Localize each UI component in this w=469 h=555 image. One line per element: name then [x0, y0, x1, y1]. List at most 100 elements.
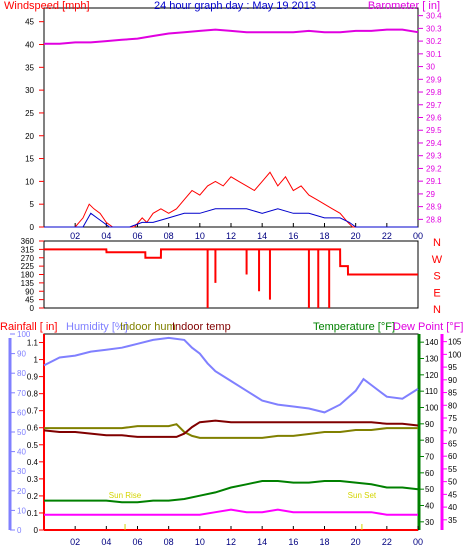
x-axis-ticks: 02 04 06 08 10 12 14 16 18 20 22 00 [70, 223, 423, 241]
dewpoint-tick-label: 40 [448, 503, 457, 512]
x-tick-label: 22 [382, 231, 392, 241]
barometer-axis-label: Barometer [ in] [368, 0, 440, 12]
dewpoint-tick-label: 85 [448, 389, 457, 398]
degree-tick-label: 270 [21, 254, 35, 263]
windspeed-tick-label: 5 [30, 200, 35, 209]
temperature-tick-label: 50 [425, 485, 434, 494]
x-tick-label: 06 [132, 537, 142, 547]
rainfall-tick-label: 1 [34, 356, 39, 365]
degree-tick-label: 135 [21, 279, 35, 288]
degree-tick-label: 315 [21, 245, 35, 254]
indoor-temperature-series [43, 419, 419, 438]
barometer-tick-label: 30.1 [426, 50, 442, 59]
dewpoint-tick-label: 90 [448, 376, 457, 385]
temperature-label: Temperature [°F] [313, 321, 395, 333]
dewpoint-tick-label: 70 [448, 427, 457, 436]
compass-label: N [433, 237, 441, 249]
rainfall-tick-label: 0 [34, 526, 39, 535]
x-tick-label: 14 [257, 537, 267, 547]
sun-annotations: Sun Rise Sun Set [109, 491, 377, 530]
temperature-tick-label: 100 [425, 404, 439, 413]
x-tick-label: 04 [101, 537, 111, 547]
x-tick-label: 08 [164, 537, 174, 547]
rainfall-tick-label: 0.8 [27, 390, 39, 399]
x-tick-label: 08 [164, 231, 174, 241]
wind-direction-series [44, 248, 418, 276]
humidity-axis-ticks: 0 10 20 30 40 50 60 70 80 90 100 [8, 330, 31, 535]
humidity-tick-label: 50 [17, 428, 26, 437]
indoor-temp-label: Indoor temp [172, 321, 231, 333]
windspeed-tick-label: 15 [25, 155, 34, 164]
temperature-tick-label: 110 [425, 387, 438, 396]
dewpoint-tick-label: 55 [448, 465, 457, 474]
barometer-tick-label: 28.9 [426, 203, 442, 212]
temperature-tick-label: 120 [425, 371, 439, 380]
x-tick-label: 06 [132, 231, 142, 241]
temperature-tick-label: 130 [425, 355, 439, 364]
humidity-tick-label: 90 [17, 350, 26, 359]
gust-series [44, 208, 418, 228]
windspeed-axis-label: Windspeed [mph] [4, 0, 90, 12]
x-tick-label: 10 [195, 537, 205, 547]
rainfall-tick-label: 0.4 [27, 458, 39, 467]
dewpoint-label: Dew Point [°F] [393, 321, 463, 333]
dewpoint-axis-ticks: 35 40 45 50 55 60 65 70 75 80 85 90 95 100 105 [440, 334, 462, 530]
dewpoint-tick-label: 45 [448, 490, 457, 499]
x-tick-label: 02 [70, 537, 80, 547]
windspeed-tick-label: 45 [25, 18, 34, 27]
compass-label: N [433, 304, 441, 316]
x-tick-label: 16 [288, 231, 298, 241]
wind-barometer-panel: 0 5 10 15 20 25 30 35 40 45 28.8 28.9 29 29.1 29.2 29.… [4, 0, 442, 241]
graph-title: 24 hour graph day : May 19 2013 [154, 0, 316, 12]
humidity-tick-label: 40 [17, 448, 26, 457]
humidity-tick-label: 70 [17, 389, 26, 398]
windspeed-series [44, 171, 418, 228]
barometer-tick-label: 29.3 [426, 152, 442, 161]
temperature-tick-label: 140 [425, 338, 439, 347]
dewpoint-tick-label: 50 [448, 478, 457, 487]
barometer-tick-label: 29 [426, 190, 435, 199]
humidity-tick-label: 10 [17, 506, 26, 515]
compass-label: E [433, 287, 440, 299]
humidity-tick-label: 30 [17, 467, 26, 476]
dewpoint-tick-label: 65 [448, 439, 457, 448]
x-tick-label: 00 [413, 537, 423, 547]
humidity-tick-label: 60 [17, 408, 26, 417]
x-tick-label: 20 [351, 537, 361, 547]
barometer-tick-label: 29.2 [426, 164, 442, 173]
rainfall-tick-label: 0.9 [27, 373, 39, 382]
x-tick-label: 00 [413, 231, 423, 241]
barometer-tick-label: 29.1 [426, 177, 442, 186]
barometer-tick-label: 30 [426, 63, 435, 72]
dewpoint-tick-label: 105 [448, 338, 462, 347]
barometer-tick-label: 28.8 [426, 215, 442, 224]
x-tick-label: 10 [195, 231, 205, 241]
windspeed-tick-label: 25 [25, 109, 34, 118]
wind-direction-spikes [206, 249, 331, 308]
barometer-tick-label: 29.8 [426, 88, 442, 97]
temperature-tick-label: 70 [425, 453, 434, 462]
humidity-tick-label: 20 [17, 487, 26, 496]
x-tick-label: 02 [70, 231, 80, 241]
humidity-tick-label: 0 [17, 526, 22, 535]
barometer-tick-label: 29.9 [426, 75, 442, 84]
windspeed-tick-label: 20 [25, 132, 34, 141]
windspeed-tick-label: 30 [25, 86, 34, 95]
rainfall-tick-label: 0.3 [27, 475, 39, 484]
dewpoint-tick-label: 60 [448, 452, 457, 461]
barometer-tick-label: 30.2 [426, 37, 442, 46]
rainfall-tick-label: 0.7 [27, 407, 39, 416]
rainfall-tick-label: 0.2 [27, 492, 39, 501]
degree-tick-label: 90 [25, 287, 34, 296]
dewpoint-tick-label: 80 [448, 401, 457, 410]
windspeed-tick-label: 35 [25, 63, 34, 72]
barometer-tick-label: 29.5 [426, 126, 442, 135]
rainfall-axis-ticks: 0 0.1 0.2 0.3 0.4 0.5 0.6 0.7 0.8 0.9 1 1.1 [27, 334, 45, 535]
dewpoint-tick-label: 35 [448, 516, 457, 525]
degree-tick-label: 0 [30, 304, 35, 313]
dewpoint-series [44, 508, 418, 516]
